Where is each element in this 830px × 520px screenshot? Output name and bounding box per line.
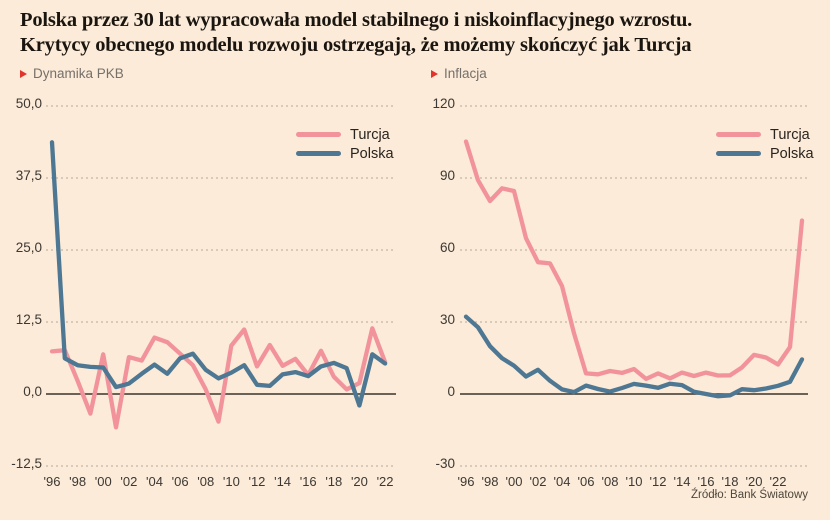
x-tick-label: '12: [650, 474, 667, 489]
series-line-polska: [463, 314, 805, 399]
x-tick-label: '00: [95, 474, 112, 489]
x-tick-label: '16: [698, 474, 715, 489]
legend-label-polska: Polska: [350, 145, 394, 162]
chart-label-inflation-text: Inflacja: [444, 66, 487, 81]
section-marker-icon: [431, 69, 438, 78]
chart-label-gdp-text: Dynamika PKB: [33, 66, 124, 81]
x-tick-label: '08: [602, 474, 619, 489]
x-tick-label: '18: [722, 474, 739, 489]
x-tick-label: '00: [506, 474, 523, 489]
legend-label-turcja: Turcja: [350, 126, 390, 143]
series-line-turcja: [49, 326, 388, 430]
x-tick-label: '98: [482, 474, 499, 489]
x-tick-label: '18: [325, 474, 342, 489]
charts-plot-area: 50,037,525,012,50,0-12,5'96'98'00'02'04 '…: [11, 96, 808, 489]
y-tick-label: 25,0: [16, 240, 42, 255]
y-tick-label: 0,0: [23, 384, 42, 399]
y-tick-label: 120: [432, 96, 455, 111]
section-marker-icon: [20, 69, 27, 78]
y-tick-label: 90: [440, 168, 455, 183]
y-tick-label: 50,0: [16, 96, 42, 111]
x-tick-label: '12: [248, 474, 265, 489]
page-title: Polska przez 30 lat wypracowała model st…: [20, 8, 692, 58]
x-tick-label: '06: [172, 474, 189, 489]
x-tick-label: '16: [300, 474, 317, 489]
y-tick-label: 60: [440, 240, 455, 255]
x-tick-label: '10: [223, 474, 240, 489]
x-tick-label: '14: [674, 474, 691, 489]
legend-gdp: Turcja Polska: [296, 125, 394, 163]
legend-inflation: Turcja Polska: [716, 125, 814, 163]
x-tick-label: '96: [44, 474, 61, 489]
legend-label-polska: Polska: [770, 145, 814, 162]
source-note: Źródło: Bank Światowy: [691, 489, 808, 501]
legend-swatch-polska: [296, 150, 341, 157]
x-tick-label: '20: [746, 474, 763, 489]
x-tick-label: '22: [770, 474, 787, 489]
chart-label-inflation: Inflacja: [431, 66, 487, 81]
y-tick-label: -30: [435, 456, 455, 471]
x-tick-label: '22: [377, 474, 394, 489]
legend-item-polska: Polska: [716, 144, 814, 163]
chart-label-gdp: Dynamika PKB: [20, 66, 124, 81]
x-tick-label: '08: [197, 474, 214, 489]
y-tick-label: 12,5: [16, 312, 42, 327]
x-tick-label: '14: [274, 474, 291, 489]
legend-item-turcja: Turcja: [716, 125, 814, 144]
x-tick-label: '96: [458, 474, 475, 489]
x-tick-label: '04: [146, 474, 163, 489]
x-tick-label: '98: [69, 474, 86, 489]
legend-swatch-polska: [716, 150, 761, 157]
legend-swatch-turcja: [296, 131, 341, 138]
legend-item-polska: Polska: [296, 144, 394, 163]
legend-item-turcja: Turcja: [296, 125, 394, 144]
legend-swatch-turcja: [716, 131, 761, 138]
title-line-2: Krytycy obecnego modelu rozwoju ostrzega…: [20, 34, 692, 56]
x-tick-label: '02: [530, 474, 547, 489]
legend-label-turcja: Turcja: [770, 126, 810, 143]
x-tick-label: '06: [578, 474, 595, 489]
title-line-1: Polska przez 30 lat wypracowała model st…: [20, 9, 693, 31]
x-tick-label: '04: [554, 474, 571, 489]
y-tick-label: 0: [447, 384, 455, 399]
y-tick-label: 30: [440, 312, 455, 327]
series-line-polska: [49, 140, 388, 408]
x-tick-label: '10: [626, 474, 643, 489]
y-tick-label: 37,5: [16, 168, 42, 183]
series-line-turcja: [463, 139, 805, 382]
x-tick-label: '02: [120, 474, 137, 489]
y-tick-label: -12,5: [11, 456, 42, 471]
x-tick-label: '20: [351, 474, 368, 489]
